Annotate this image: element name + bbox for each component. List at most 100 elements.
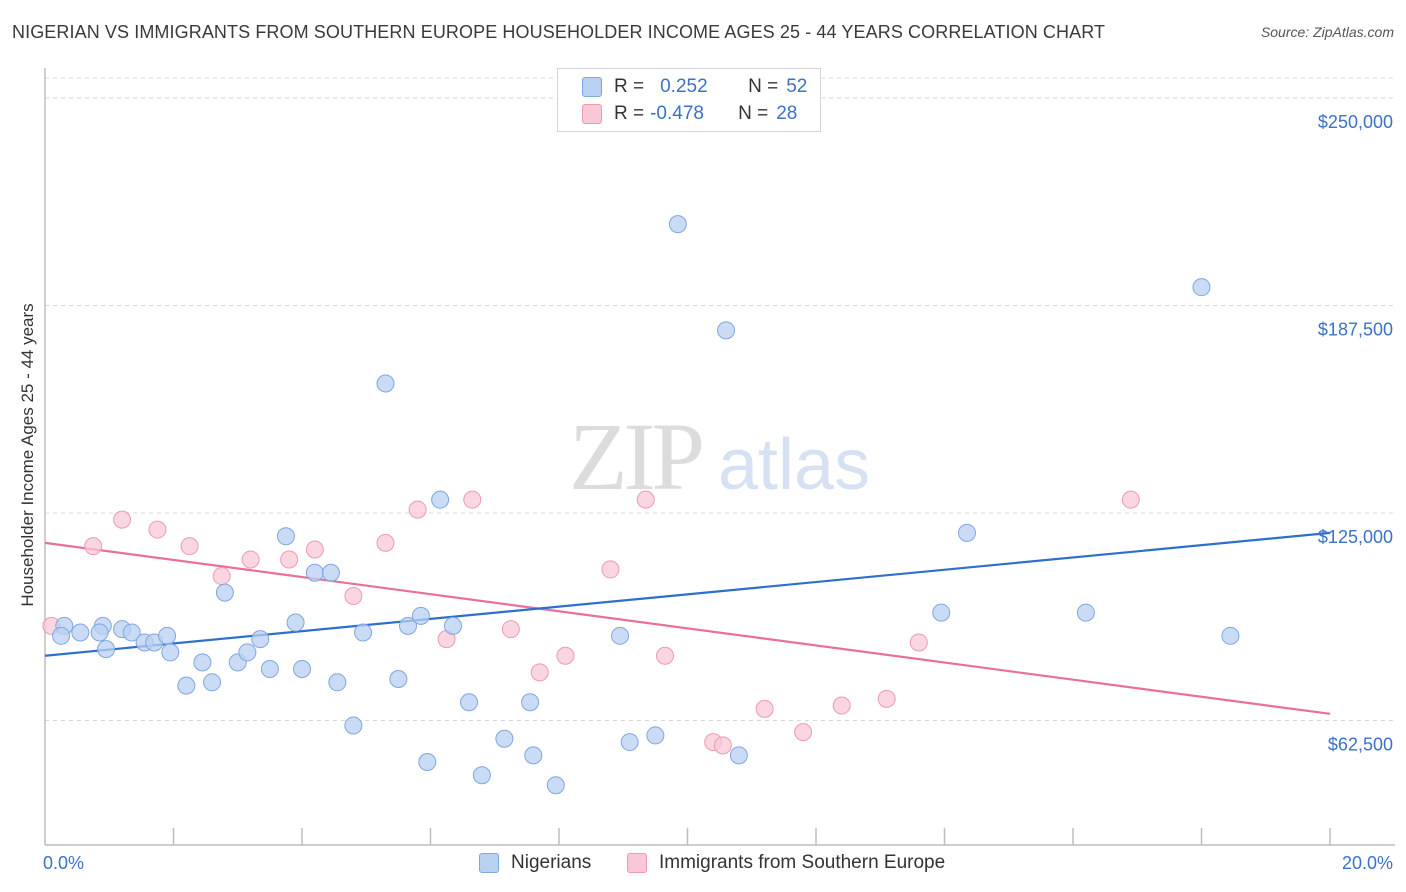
data-point-southern-europe bbox=[463, 490, 482, 509]
legend-swatch-pink bbox=[582, 104, 602, 124]
data-point-nigerians bbox=[293, 660, 311, 679]
legend-r-label: R = bbox=[614, 103, 645, 124]
data-point-nigerians bbox=[399, 616, 418, 635]
legend-row-nigerians: R = 0.252 N = 52 bbox=[582, 75, 807, 99]
chart-title: NIGERIAN VS IMMIGRANTS FROM SOUTHERN EUR… bbox=[12, 22, 1106, 42]
data-point-southern-europe bbox=[877, 689, 896, 708]
watermark-atlas: atlas bbox=[718, 425, 870, 505]
data-point-nigerians bbox=[161, 643, 180, 662]
data-point-nigerians bbox=[1221, 626, 1240, 645]
data-point-nigerians bbox=[276, 527, 295, 546]
data-point-nigerians bbox=[729, 746, 748, 765]
y-tick-label: $62,500 bbox=[1328, 734, 1393, 754]
watermark: ZIP atlas bbox=[569, 403, 870, 510]
data-point-southern-europe bbox=[180, 537, 199, 556]
data-point-nigerians bbox=[203, 673, 222, 692]
legend-n-value: 28 bbox=[776, 103, 798, 124]
data-point-nigerians bbox=[376, 374, 395, 393]
data-point-southern-europe bbox=[113, 510, 132, 529]
data-point-nigerians bbox=[71, 623, 90, 642]
data-point-southern-europe bbox=[832, 696, 851, 715]
data-point-southern-europe bbox=[212, 567, 231, 586]
data-point-nigerians bbox=[932, 603, 951, 622]
legend-n-label: N = bbox=[748, 76, 779, 97]
legend-label-southern-europe: Immigrants from Southern Europe bbox=[659, 852, 946, 873]
data-points bbox=[42, 215, 1240, 795]
data-point-nigerians bbox=[354, 623, 373, 642]
data-point-nigerians bbox=[389, 669, 408, 688]
data-point-nigerians bbox=[957, 523, 976, 542]
data-point-southern-europe bbox=[556, 646, 575, 665]
data-point-nigerians bbox=[611, 626, 630, 645]
data-point-southern-europe bbox=[601, 560, 620, 579]
source-label: Source: ZipAtlas.com bbox=[1260, 24, 1394, 40]
watermark-zip: ZIP bbox=[569, 403, 702, 510]
trend-lines bbox=[44, 531, 1331, 715]
data-point-southern-europe bbox=[408, 500, 427, 519]
trend-line-southern-europe bbox=[44, 541, 1331, 715]
data-point-nigerians bbox=[1076, 603, 1095, 622]
y-tick-label: $125,000 bbox=[1318, 527, 1393, 547]
legend-r-value: 0.252 bbox=[660, 76, 708, 97]
data-point-nigerians bbox=[431, 490, 450, 509]
data-point-southern-europe bbox=[656, 646, 675, 665]
correlation-legend: R = 0.252 N = 52 R = -0.478 N = 28 bbox=[557, 68, 821, 132]
trend-line-nigerians bbox=[44, 531, 1331, 657]
axes bbox=[44, 68, 1395, 846]
data-point-southern-europe bbox=[241, 550, 260, 569]
data-point-southern-europe bbox=[1121, 490, 1140, 509]
data-point-nigerians bbox=[122, 623, 141, 642]
data-point-southern-europe bbox=[636, 490, 655, 509]
data-point-nigerians bbox=[460, 693, 479, 712]
legend-r-value: -0.478 bbox=[650, 103, 704, 124]
legend-swatch-pink bbox=[627, 853, 647, 873]
series-legend: Nigerians Immigrants from Southern Europ… bbox=[0, 852, 1406, 878]
legend-n-value: 52 bbox=[786, 76, 808, 97]
data-point-nigerians bbox=[495, 729, 514, 748]
data-point-nigerians bbox=[177, 676, 196, 695]
legend-row-southern-europe: R = -0.478 N = 28 bbox=[582, 102, 797, 126]
data-point-nigerians bbox=[1192, 278, 1211, 297]
tick-labels: $62,500 $125,000 $187,500 $250,000 0.0% 20.0% bbox=[43, 112, 1393, 873]
data-point-southern-europe bbox=[305, 540, 324, 559]
legend-item-nigerians: Nigerians bbox=[479, 852, 591, 874]
data-point-nigerians bbox=[321, 563, 340, 582]
data-point-southern-europe bbox=[148, 520, 167, 539]
data-point-southern-europe bbox=[84, 537, 103, 556]
x-tick-label: 0.0% bbox=[43, 853, 84, 873]
data-point-southern-europe bbox=[755, 699, 774, 718]
legend-swatch-blue bbox=[582, 77, 602, 97]
legend-n-label: N = bbox=[738, 103, 769, 124]
legend-r-label: R = bbox=[614, 76, 645, 97]
y-axis-label: Householder Income Ages 25 - 44 years bbox=[18, 303, 37, 607]
data-point-southern-europe bbox=[501, 620, 520, 639]
data-point-southern-europe bbox=[530, 663, 549, 682]
legend-label-nigerians: Nigerians bbox=[511, 852, 592, 873]
data-point-nigerians bbox=[717, 321, 736, 340]
data-point-southern-europe bbox=[909, 633, 928, 652]
data-point-nigerians bbox=[215, 583, 234, 602]
data-point-southern-europe bbox=[376, 533, 395, 552]
data-point-nigerians bbox=[158, 626, 177, 645]
data-point-nigerians bbox=[260, 660, 279, 679]
data-point-nigerians bbox=[286, 613, 305, 632]
legend-swatch-blue bbox=[479, 853, 499, 873]
y-tick-label: $250,000 bbox=[1318, 112, 1393, 132]
data-point-nigerians bbox=[251, 630, 270, 649]
data-point-nigerians bbox=[52, 626, 71, 645]
data-point-southern-europe bbox=[280, 550, 299, 569]
data-point-nigerians bbox=[344, 716, 363, 735]
grid-lines bbox=[45, 77, 1395, 721]
y-tick-label: $187,500 bbox=[1318, 319, 1393, 339]
data-point-nigerians bbox=[646, 726, 665, 745]
data-point-nigerians bbox=[193, 653, 212, 672]
data-point-nigerians bbox=[668, 215, 687, 234]
data-point-nigerians bbox=[411, 606, 430, 625]
data-point-nigerians bbox=[521, 693, 540, 712]
data-point-nigerians bbox=[443, 616, 462, 635]
x-tick-label: 20.0% bbox=[1342, 853, 1393, 873]
data-point-nigerians bbox=[305, 563, 324, 582]
data-point-southern-europe bbox=[794, 723, 813, 742]
legend-item-southern-europe: Immigrants from Southern Europe bbox=[627, 852, 945, 874]
